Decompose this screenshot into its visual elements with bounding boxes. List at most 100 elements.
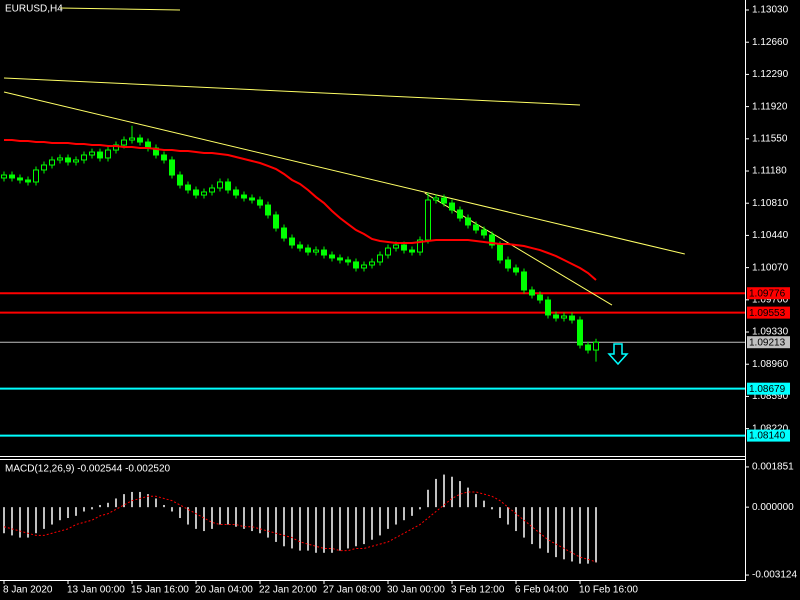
candle-body bbox=[241, 194, 247, 199]
x-tick-label: 13 Jan 00:00 bbox=[67, 585, 125, 596]
level-label-box bbox=[747, 429, 790, 442]
x-tick-label: 8 Jan 2020 bbox=[3, 585, 53, 596]
y-tick-label: 1.09330 bbox=[752, 327, 789, 338]
candle-body bbox=[233, 189, 239, 196]
x-tick-label: 27 Jan 08:00 bbox=[323, 585, 381, 596]
candle-body bbox=[281, 227, 287, 239]
moving-average bbox=[4, 139, 597, 281]
candle-body bbox=[105, 149, 111, 159]
candle-body bbox=[17, 177, 23, 181]
level-label: 1.08140 bbox=[749, 431, 786, 442]
candle-body bbox=[257, 199, 263, 206]
candle-body bbox=[409, 249, 415, 253]
candle-body bbox=[545, 299, 551, 316]
y-tick-label: 1.13030 bbox=[752, 5, 789, 16]
candle-body bbox=[465, 217, 471, 226]
candle-body bbox=[505, 259, 511, 269]
plot-layer: 1.13030 1.12660 1.12290 1.11920 1.11550 1.111… bbox=[0, 5, 797, 596]
trend-line bbox=[3, 91, 685, 255]
candle-body bbox=[49, 159, 55, 166]
level-label-box bbox=[747, 287, 790, 300]
x-tick-label: 6 Feb 04:00 bbox=[515, 585, 569, 596]
y-tick-label: 1.10070 bbox=[752, 262, 789, 273]
y-tick-label: 1.10440 bbox=[752, 230, 789, 241]
candle-body bbox=[497, 244, 503, 261]
candle-body bbox=[489, 234, 495, 246]
level-label: 1.09553 bbox=[749, 308, 786, 319]
candle-body bbox=[73, 159, 79, 163]
y-tick-label: 1.11920 bbox=[752, 101, 788, 112]
candle-body bbox=[57, 157, 63, 161]
candle-body bbox=[121, 139, 127, 146]
candle-body bbox=[137, 137, 143, 143]
x-tick-label: 30 Jan 00:00 bbox=[387, 585, 445, 596]
candle-body bbox=[209, 187, 215, 193]
candle-body bbox=[385, 247, 391, 256]
level-label: 1.08679 bbox=[749, 384, 786, 395]
candle-body bbox=[353, 261, 359, 269]
candle-body bbox=[89, 151, 95, 156]
x-tick-label: 10 Feb 16:00 bbox=[579, 585, 638, 596]
level-label-box bbox=[747, 336, 790, 349]
x-tick-label: 22 Jan 20:00 bbox=[259, 585, 317, 596]
candle-body bbox=[337, 257, 343, 261]
x-tick-label: 15 Jan 16:00 bbox=[131, 585, 189, 596]
candle-body bbox=[457, 209, 463, 219]
candle-body bbox=[433, 197, 439, 201]
y-tick-label: 0.001851 bbox=[752, 462, 794, 473]
candle-body bbox=[361, 264, 367, 269]
candle-body bbox=[329, 254, 335, 259]
candle-body bbox=[297, 244, 303, 249]
y-tick-label: 1.10810 bbox=[752, 198, 789, 209]
y-tick-label: 1.08220 bbox=[752, 423, 789, 434]
candle-body bbox=[369, 261, 375, 266]
level-label-box bbox=[747, 306, 790, 319]
candle-body bbox=[417, 239, 423, 253]
candle-body bbox=[553, 314, 559, 319]
candle-body bbox=[425, 199, 431, 241]
trend-line bbox=[424, 192, 613, 306]
candle-body bbox=[217, 181, 223, 189]
candle-body bbox=[313, 249, 319, 253]
y-tick-label: 1.12660 bbox=[752, 37, 789, 48]
candle-body bbox=[561, 315, 567, 319]
y-tick-label: 1.11180 bbox=[752, 166, 787, 177]
candle-body bbox=[177, 174, 183, 186]
candle-body bbox=[225, 181, 231, 191]
x-tick-label: 3 Feb 12:00 bbox=[451, 585, 505, 596]
candle-body bbox=[585, 344, 591, 351]
candle-body bbox=[169, 159, 175, 176]
candle-body bbox=[521, 271, 527, 291]
y-tick-label: 1.11550 bbox=[752, 133, 788, 144]
level-label: 1.09213 bbox=[749, 337, 786, 348]
y-tick-label: 1.09700 bbox=[752, 294, 789, 305]
candle-body bbox=[273, 214, 279, 229]
candle-body bbox=[593, 341, 599, 351]
y-tick-label: 1.08590 bbox=[752, 391, 789, 402]
candle-body bbox=[113, 144, 119, 151]
candle-body bbox=[449, 202, 455, 211]
candle-body bbox=[81, 154, 87, 161]
candle-body bbox=[33, 169, 39, 183]
y-tick-label: -0.003124 bbox=[752, 570, 797, 581]
candle-body bbox=[441, 197, 447, 204]
x-tick-label: 20 Jan 04:00 bbox=[195, 585, 253, 596]
candle-body bbox=[577, 319, 583, 346]
candle-body bbox=[473, 224, 479, 231]
candle-body bbox=[345, 259, 351, 263]
candle-body bbox=[537, 294, 543, 301]
y-tick-label: 0.000000 bbox=[752, 502, 794, 513]
candle-body bbox=[265, 204, 271, 216]
candle-body bbox=[185, 184, 191, 191]
candle-body bbox=[65, 157, 71, 163]
signal-arrow bbox=[607, 343, 629, 366]
candle-body bbox=[249, 197, 255, 201]
candle-body bbox=[1, 174, 7, 179]
trend-line bbox=[3, 77, 581, 106]
candle-body bbox=[481, 229, 487, 236]
candle-body bbox=[97, 151, 103, 159]
candle-body bbox=[201, 191, 207, 196]
